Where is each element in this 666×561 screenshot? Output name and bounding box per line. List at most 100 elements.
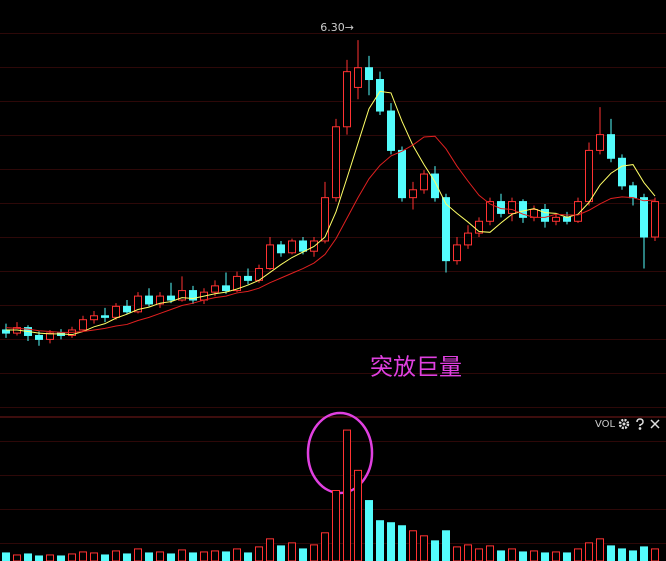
candle-body bbox=[651, 201, 659, 238]
candle-body bbox=[145, 295, 153, 305]
volume-bar bbox=[574, 548, 582, 561]
volume-bar bbox=[13, 554, 21, 561]
volume-bar bbox=[211, 550, 219, 561]
volume-bar bbox=[68, 553, 76, 561]
volume-bar bbox=[497, 550, 505, 561]
candle-body bbox=[629, 185, 637, 199]
volume-bar bbox=[46, 554, 54, 561]
candle-body bbox=[563, 216, 571, 222]
help-icon[interactable] bbox=[636, 418, 644, 430]
candle-body bbox=[244, 275, 252, 281]
volume-bar bbox=[585, 542, 593, 561]
candle-body bbox=[288, 240, 296, 254]
candle-body bbox=[354, 67, 362, 88]
candle-body bbox=[46, 332, 54, 340]
candle-body bbox=[332, 126, 340, 199]
volume-bar bbox=[332, 490, 340, 561]
volume-bar bbox=[618, 548, 626, 561]
candle-body bbox=[420, 173, 428, 191]
settings-icon[interactable] bbox=[618, 418, 630, 430]
volume-bar bbox=[145, 552, 153, 561]
volume-bar bbox=[266, 538, 274, 561]
volume-bar bbox=[453, 546, 461, 561]
candle-body bbox=[90, 315, 98, 321]
volume-bar bbox=[376, 520, 384, 561]
volume-bar bbox=[442, 530, 450, 561]
candle-body bbox=[431, 173, 439, 199]
candle-body bbox=[442, 197, 450, 262]
volume-bar bbox=[651, 548, 659, 561]
moving-average-line bbox=[6, 90, 656, 336]
candle-body bbox=[585, 149, 593, 203]
candle-body bbox=[321, 197, 329, 242]
volume-bar bbox=[101, 554, 109, 561]
volume-bar bbox=[629, 550, 637, 561]
volume-bar bbox=[486, 545, 494, 561]
volume-bar bbox=[365, 500, 373, 561]
volume-bar bbox=[552, 551, 560, 561]
volume-bar bbox=[277, 545, 285, 561]
volume-bar bbox=[288, 542, 296, 561]
candle-body bbox=[519, 201, 527, 218]
volume-bar bbox=[167, 553, 175, 561]
candle-body bbox=[574, 201, 582, 222]
highlight-circle bbox=[306, 411, 374, 495]
candle-body bbox=[607, 134, 615, 159]
candle-body bbox=[299, 240, 307, 252]
candle-body bbox=[387, 110, 395, 151]
candle-body bbox=[222, 285, 230, 292]
volume-bar bbox=[519, 551, 527, 561]
volume-bar bbox=[409, 530, 417, 561]
volume-bar bbox=[112, 550, 120, 561]
candle-body bbox=[541, 208, 549, 222]
candle-body bbox=[409, 189, 417, 199]
candle-body bbox=[233, 275, 241, 292]
volume-bar bbox=[57, 555, 65, 561]
volume-bar bbox=[398, 525, 406, 561]
candle-body bbox=[178, 290, 186, 301]
candle-body bbox=[486, 201, 494, 222]
volume-bar bbox=[475, 548, 483, 561]
callout: 突放巨量 bbox=[370, 355, 462, 381]
candle-body bbox=[101, 315, 109, 318]
candle-body bbox=[112, 305, 120, 318]
candle-body bbox=[398, 149, 406, 199]
volume-bar bbox=[35, 555, 43, 561]
volume-bar bbox=[299, 548, 307, 561]
candle-body bbox=[596, 134, 604, 151]
volume-bar bbox=[134, 548, 142, 561]
volume-bar bbox=[321, 532, 329, 561]
volume-bar bbox=[189, 552, 197, 561]
volume-bar bbox=[607, 545, 615, 561]
volume-bar bbox=[354, 469, 362, 561]
volume-bar bbox=[255, 546, 263, 561]
candle-body bbox=[475, 220, 483, 234]
moving-average-line bbox=[5, 135, 656, 333]
volume-bar bbox=[200, 551, 208, 561]
volume-bar bbox=[244, 552, 252, 561]
volume-bar bbox=[233, 548, 241, 561]
candle-body bbox=[640, 197, 648, 238]
candle-body bbox=[464, 232, 472, 246]
candle-body bbox=[552, 216, 560, 222]
volume-bar bbox=[310, 544, 318, 561]
candle-body bbox=[134, 295, 142, 313]
candle-body bbox=[189, 290, 197, 301]
volume-bar bbox=[123, 553, 131, 561]
volume-bar bbox=[508, 548, 516, 561]
volume-bar bbox=[24, 553, 32, 561]
volume-bar bbox=[563, 552, 571, 561]
candle-body bbox=[167, 295, 175, 301]
volume-bar bbox=[156, 551, 164, 561]
candle-body bbox=[508, 201, 516, 214]
volume-bar bbox=[420, 535, 428, 561]
candle-body bbox=[79, 319, 87, 331]
candle-body bbox=[156, 295, 164, 305]
volume-bar bbox=[178, 549, 186, 561]
close-icon[interactable] bbox=[650, 419, 660, 429]
candle-body bbox=[35, 334, 43, 340]
candle-body bbox=[376, 79, 384, 112]
